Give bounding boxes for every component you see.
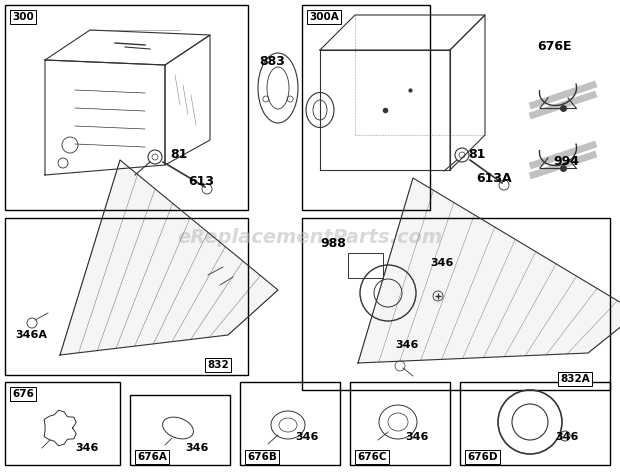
Text: 300A: 300A [309,12,339,22]
Text: 883: 883 [259,55,285,68]
Text: 346: 346 [405,432,428,442]
Bar [240,382,340,465]
Text: 346: 346 [295,432,319,442]
Text: 346: 346 [555,432,578,442]
Text: 676C: 676C [357,452,386,462]
Text: 988: 988 [320,237,346,250]
Text: 346: 346 [75,443,99,453]
Bar [348,253,383,278]
Text: 676E: 676E [537,40,572,53]
Text: eReplacementParts.com: eReplacementParts.com [177,228,443,247]
Bar [5,382,120,465]
Text: 676D: 676D [467,452,497,462]
Bar [5,5,248,210]
Text: 81: 81 [468,148,485,161]
Text: 832A: 832A [560,374,590,384]
Text: 676B: 676B [247,452,277,462]
Text: 613A: 613A [476,172,512,185]
Bar [5,218,248,375]
Text: 994: 994 [553,155,579,168]
Bar [302,218,610,390]
Bar [460,382,610,465]
Polygon shape [60,160,278,355]
Text: 346: 346 [430,258,453,268]
Text: 832: 832 [207,360,229,370]
Text: 346: 346 [395,340,418,350]
Text: 613: 613 [188,175,214,188]
Text: 676: 676 [12,389,34,399]
Bar [130,395,230,465]
Bar [302,5,430,210]
Polygon shape [358,178,620,363]
Text: 81: 81 [170,148,187,161]
Text: 300: 300 [12,12,33,22]
Text: 676A: 676A [137,452,167,462]
Bar [350,382,450,465]
Text: 346: 346 [185,443,208,453]
Text: 346A: 346A [15,330,47,340]
